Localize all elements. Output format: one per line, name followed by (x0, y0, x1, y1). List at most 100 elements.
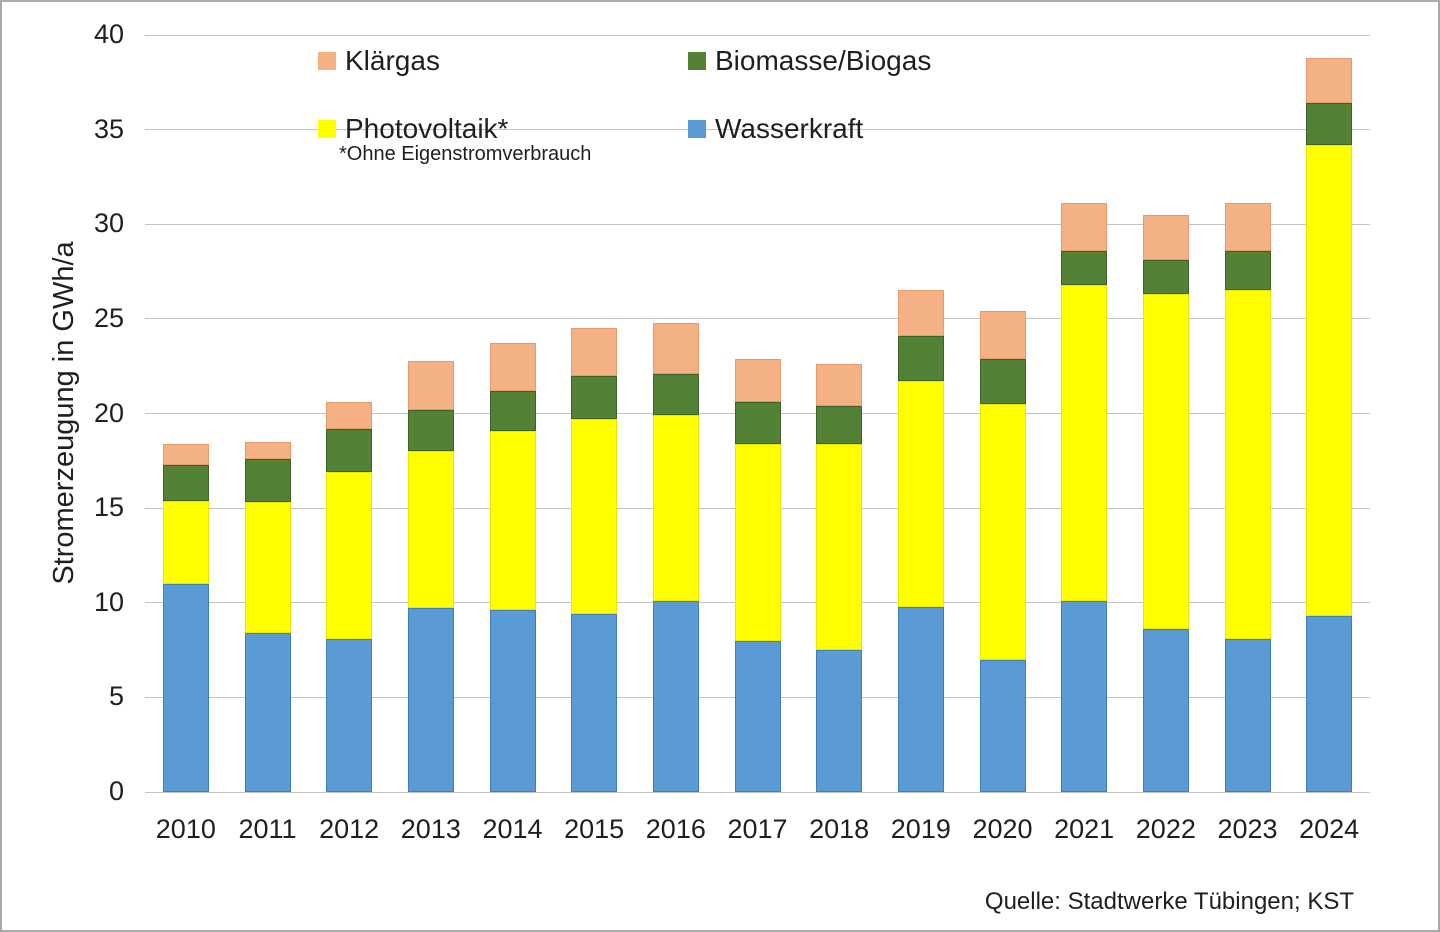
bar-segment-photovoltaik-2022 (1142, 294, 1189, 630)
bar-segment-biomassebiogas-2017 (734, 402, 781, 444)
gridline (145, 34, 1370, 36)
bar-segment-wasserkraft-2022 (1142, 629, 1189, 792)
x-axis-label: 2011 (238, 814, 297, 844)
bar-segment-photovoltaik-2018 (816, 443, 863, 651)
bar-segment-photovoltaik-2023 (1224, 290, 1271, 639)
y-tick-label: 30 (93, 208, 124, 239)
y-tick-label: 5 (108, 681, 124, 712)
x-axis-label: 2019 (890, 814, 951, 844)
y-axis-title: Stromerzeugung in GWh/a (48, 241, 80, 585)
y-tick-label: 25 (93, 302, 124, 333)
biomasse-swatch-icon (688, 52, 706, 70)
y-tick-label: 35 (93, 113, 124, 144)
bar-segment-klrgas-2022 (1142, 214, 1189, 261)
gridline (145, 223, 1370, 225)
legend-label: Biomasse/Biogas (715, 45, 932, 76)
y-tick-label: 40 (93, 19, 124, 49)
x-axis-label: 2012 (319, 814, 380, 844)
bar-segment-biomassebiogas-2024 (1306, 103, 1353, 145)
legend-footnote: *Ohne Eigenstromverbrauch (339, 143, 592, 165)
bar-segment-biomassebiogas-2022 (1142, 260, 1189, 295)
bar-segment-klrgas-2021 (1061, 203, 1108, 251)
bar-segment-klrgas-2023 (1224, 203, 1271, 251)
bar-segment-photovoltaik-2014 (489, 430, 536, 611)
bar-segment-biomassebiogas-2011 (244, 458, 291, 503)
bar-segment-wasserkraft-2014 (489, 610, 536, 792)
gridline (145, 129, 1370, 131)
legend-item-wasserkraft: Wasserkraft (688, 115, 863, 143)
bar-segment-photovoltaik-2013 (407, 451, 454, 609)
bar-segment-klrgas-2014 (489, 343, 536, 391)
x-axis-label: 2020 (972, 814, 1033, 844)
x-axis-label: 2021 (1054, 814, 1115, 844)
bar-segment-wasserkraft-2019 (897, 606, 944, 792)
bar-segment-klrgas-2015 (571, 328, 618, 376)
bar-segment-photovoltaik-2010 (162, 500, 209, 584)
bar-segment-klrgas-2013 (407, 360, 454, 410)
bar-segment-biomassebiogas-2016 (652, 373, 699, 416)
bar-segment-photovoltaik-2019 (897, 381, 944, 607)
bar-segment-wasserkraft-2010 (162, 583, 209, 792)
bar-segment-klrgas-2020 (979, 311, 1026, 359)
x-axis-label: 2017 (727, 814, 788, 844)
bar-segment-biomassebiogas-2013 (407, 409, 454, 452)
bar-segment-biomassebiogas-2014 (489, 390, 536, 431)
x-axis-label: 2015 (564, 814, 625, 844)
y-tick-label: 0 (108, 776, 124, 806)
bar-segment-photovoltaik-2012 (326, 472, 373, 639)
bar-segment-klrgas-2010 (162, 443, 209, 465)
bar-segment-photovoltaik-2020 (979, 404, 1026, 660)
bar-segment-photovoltaik-2017 (734, 443, 781, 641)
x-axis-label: 2014 (482, 814, 543, 844)
legend-label: Klärgas (345, 45, 440, 76)
bar-segment-biomassebiogas-2020 (979, 358, 1026, 405)
bar-segment-biomassebiogas-2018 (816, 405, 863, 444)
bar-segment-wasserkraft-2020 (979, 659, 1026, 792)
x-axis-label: 2024 (1299, 814, 1360, 844)
y-tick-label: 15 (93, 492, 124, 523)
photovoltaik-swatch-icon (318, 120, 336, 138)
bar-segment-biomassebiogas-2021 (1061, 250, 1108, 285)
bar-segment-photovoltaik-2016 (652, 415, 699, 601)
bar-segment-wasserkraft-2013 (407, 608, 454, 792)
bar-segment-wasserkraft-2024 (1306, 615, 1353, 792)
x-axis-label: 2016 (645, 814, 706, 844)
bar-segment-photovoltaik-2024 (1306, 144, 1353, 616)
bar-segment-klrgas-2024 (1306, 57, 1353, 104)
x-axis-label: 2010 (155, 814, 216, 844)
bar-segment-klrgas-2011 (244, 441, 291, 459)
bar-segment-biomassebiogas-2023 (1224, 250, 1271, 291)
bar-segment-wasserkraft-2018 (816, 650, 863, 792)
bar-segment-wasserkraft-2021 (1061, 600, 1108, 792)
x-axis-label: 2022 (1135, 814, 1196, 844)
legend-item-klaergas: Klärgas (318, 47, 440, 75)
bar-segment-photovoltaik-2015 (571, 419, 618, 615)
source-credit: Quelle: Stadtwerke Tübingen; KST (984, 888, 1354, 915)
legend-label: Wasserkraft (715, 113, 864, 144)
bar-segment-photovoltaik-2021 (1061, 284, 1108, 601)
x-axis-label: 2018 (809, 814, 870, 844)
bar-segment-biomassebiogas-2015 (571, 375, 618, 420)
legend-label: Photovoltaik* (345, 113, 509, 144)
legend-item-photovoltaik: Photovoltaik* (318, 115, 508, 143)
bar-segment-klrgas-2016 (652, 322, 699, 374)
bar-segment-wasserkraft-2015 (571, 614, 618, 792)
bar-segment-klrgas-2019 (897, 290, 944, 336)
bar-segment-wasserkraft-2012 (326, 638, 373, 792)
bar-segment-biomassebiogas-2012 (326, 428, 373, 473)
bar-segment-biomassebiogas-2010 (162, 464, 209, 501)
bar-segment-wasserkraft-2017 (734, 640, 781, 792)
bar-segment-klrgas-2018 (816, 364, 863, 406)
bar-segment-wasserkraft-2023 (1224, 638, 1271, 792)
legend-item-biomasse: Biomasse/Biogas (688, 47, 931, 75)
gridline (145, 318, 1370, 320)
bar-segment-biomassebiogas-2019 (897, 335, 944, 382)
klaergas-swatch-icon (318, 52, 336, 70)
x-axis-label: 2023 (1217, 814, 1278, 844)
bar-segment-wasserkraft-2016 (652, 600, 699, 792)
bar-segment-klrgas-2012 (326, 402, 373, 429)
x-axis-label: 2013 (400, 814, 461, 844)
y-tick-label: 20 (93, 397, 124, 428)
